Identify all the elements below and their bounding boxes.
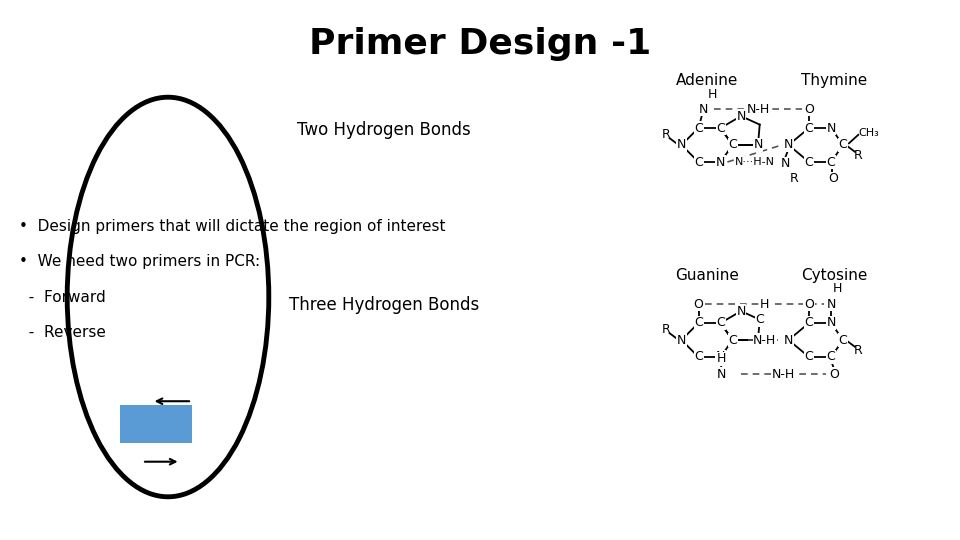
Text: H: H [832, 282, 842, 295]
Text: C: C [827, 350, 835, 363]
Bar [120, 405, 192, 443]
Text: C: C [716, 316, 725, 329]
Text: O: O [829, 368, 839, 381]
Text: C: C [728, 334, 737, 347]
Text: C: C [694, 156, 703, 168]
Text: C: C [728, 138, 737, 152]
Text: N: N [716, 350, 726, 363]
Text: C: C [694, 316, 703, 329]
Text: C: C [804, 350, 813, 363]
Text: R: R [661, 323, 671, 336]
Text: O: O [804, 298, 814, 311]
Text: Thymine: Thymine [802, 73, 868, 88]
Text: C: C [804, 316, 813, 329]
Text: •  Design primers that will dictate the region of interest: • Design primers that will dictate the r… [19, 219, 445, 234]
Text: N: N [736, 110, 746, 123]
Text: CH₃: CH₃ [858, 128, 878, 138]
Text: R: R [661, 129, 671, 141]
Text: R: R [854, 343, 863, 357]
Text: N: N [784, 334, 793, 347]
Text: N-H: N-H [772, 368, 795, 381]
Text: C: C [694, 350, 703, 363]
Text: -  Forward: - Forward [19, 289, 106, 305]
Text: N: N [827, 122, 836, 134]
Text: N: N [827, 298, 836, 311]
Text: H: H [708, 87, 717, 100]
Text: C: C [804, 156, 813, 168]
Text: N-H: N-H [746, 103, 770, 116]
Text: Adenine: Adenine [676, 73, 738, 88]
Text: Three Hydrogen Bonds: Three Hydrogen Bonds [289, 296, 479, 314]
Text: Guanine: Guanine [675, 268, 739, 283]
Text: C: C [839, 334, 848, 347]
Text: N: N [754, 334, 762, 347]
Text: R: R [789, 172, 798, 186]
Text: R: R [854, 148, 863, 161]
Text: Primer Design -1: Primer Design -1 [309, 27, 651, 61]
Text: N: N [784, 138, 793, 152]
Text: N: N [780, 157, 790, 170]
Text: N-H: N-H [754, 334, 777, 347]
Text: N: N [754, 138, 762, 152]
Text: C: C [839, 138, 848, 152]
Text: •  We need two primers in PCR:: • We need two primers in PCR: [19, 254, 260, 269]
Text: O: O [828, 172, 838, 186]
Text: C: C [756, 313, 764, 326]
Text: C: C [716, 122, 725, 134]
Text: -  Reverse: - Reverse [19, 325, 106, 340]
Text: N: N [717, 368, 726, 381]
Text: H: H [760, 298, 770, 311]
Text: N: N [699, 103, 708, 116]
Text: C: C [827, 156, 835, 168]
Text: C: C [804, 122, 813, 134]
Text: Two Hydrogen Bonds: Two Hydrogen Bonds [298, 120, 470, 139]
Text: N: N [827, 316, 836, 329]
Text: O: O [693, 298, 704, 311]
Text: N···H-N: N···H-N [734, 157, 775, 167]
Text: N: N [736, 305, 746, 318]
Text: C: C [694, 122, 703, 134]
Text: N: N [716, 156, 726, 168]
Text: H: H [717, 352, 726, 365]
Text: Cytosine: Cytosine [802, 268, 868, 283]
Text: O: O [804, 103, 814, 116]
Text: N: N [677, 138, 686, 152]
Text: N: N [677, 334, 686, 347]
